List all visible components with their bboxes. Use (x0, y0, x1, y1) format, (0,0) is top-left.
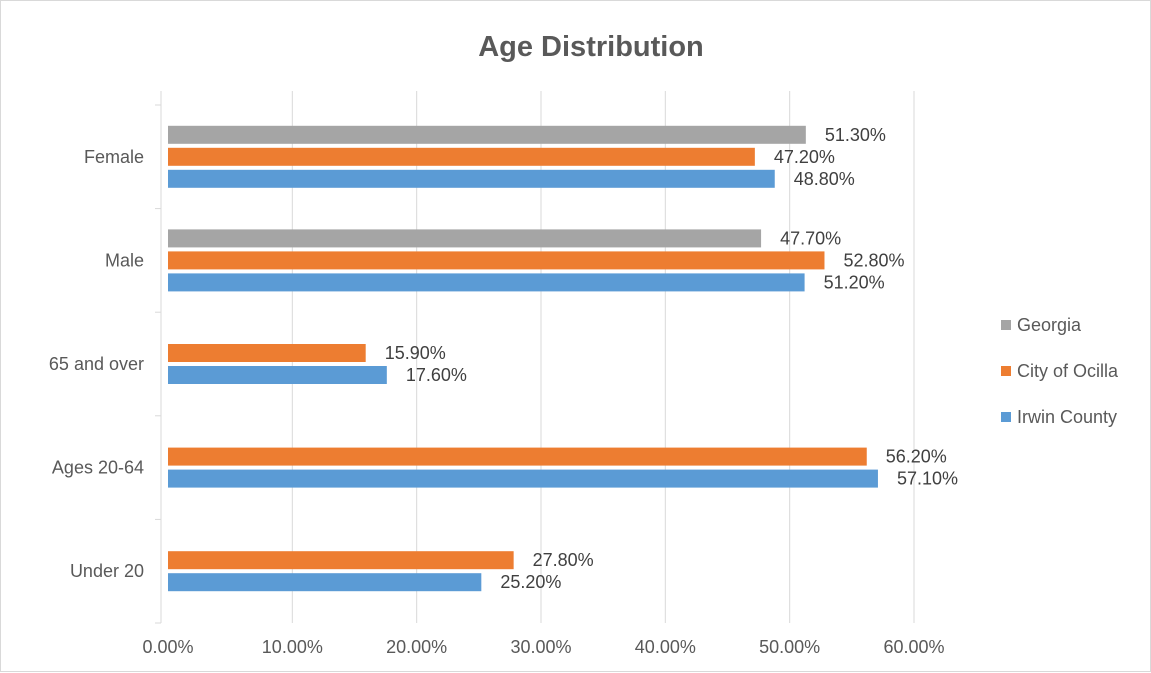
bar (168, 366, 387, 384)
data-label: 52.80% (843, 250, 904, 270)
bar (168, 147, 755, 166)
x-tick-label: 60.00% (883, 637, 944, 657)
data-label: 25.20% (500, 572, 561, 592)
data-label: 15.90% (385, 343, 446, 363)
bar (168, 344, 366, 362)
bar (168, 251, 825, 270)
x-tick-label: 10.00% (262, 637, 323, 657)
x-tick-label: 0.00% (142, 637, 193, 657)
legend-item: Georgia (1001, 315, 1081, 336)
x-tick-label: 40.00% (635, 637, 696, 657)
bar (168, 551, 514, 570)
data-label: 27.80% (533, 550, 594, 570)
category-label: Under 20 (70, 561, 144, 581)
category-label: Male (105, 250, 144, 270)
legend-label: Irwin County (1017, 407, 1118, 427)
category-label: Female (84, 147, 144, 167)
bar (168, 447, 867, 466)
category-label: Ages 20-64 (52, 458, 144, 478)
bar (168, 125, 806, 144)
data-label: 51.30% (825, 125, 886, 145)
legend-swatch (1001, 320, 1011, 330)
legend-swatch (1001, 412, 1011, 422)
data-label: 48.80% (794, 169, 855, 189)
bar (168, 273, 805, 292)
data-label: 57.10% (897, 469, 958, 489)
legend-item: Irwin County (1001, 407, 1117, 428)
chart-title: Age Distribution (478, 31, 704, 63)
data-label: 56.20% (886, 447, 947, 467)
data-label: 47.70% (780, 228, 841, 248)
bar (168, 169, 775, 188)
category-label: 65 and over (49, 354, 144, 374)
bar (168, 469, 878, 488)
x-tick-label: 50.00% (759, 637, 820, 657)
data-label: 17.60% (406, 365, 467, 385)
legend-swatch (1001, 366, 1011, 376)
legend-item: City of Ocilla (1001, 361, 1118, 382)
x-tick-label: 20.00% (386, 637, 447, 657)
x-tick-label: 30.00% (510, 637, 571, 657)
data-label: 47.20% (774, 147, 835, 167)
bar (168, 573, 482, 592)
legend-label: Georgia (1017, 315, 1082, 335)
legend-label: City of Ocilla (1017, 361, 1119, 381)
bar (168, 229, 762, 248)
data-label: 51.20% (824, 272, 885, 292)
